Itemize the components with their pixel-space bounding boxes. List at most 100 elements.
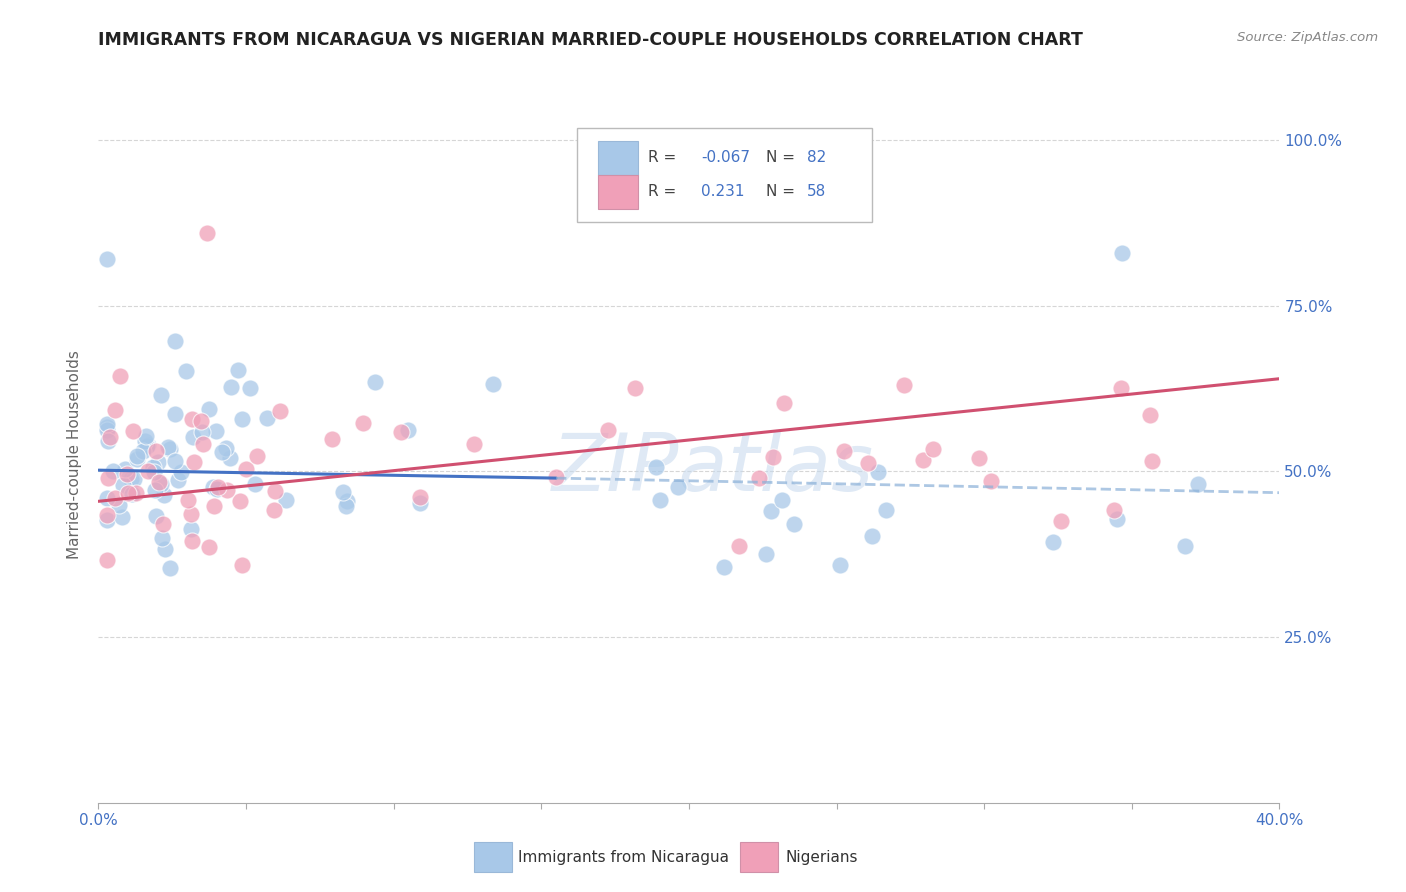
Point [167, 473, 190, 487]
Point [120, 472, 142, 486]
Point [596, 423, 619, 437]
Point [146, 455, 169, 469]
Point [148, 475, 170, 490]
Point [190, 414, 212, 428]
Point [191, 425, 214, 440]
Point [104, 402, 127, 417]
Point [624, 381, 647, 395]
Point [198, 541, 221, 555]
Point [893, 378, 915, 392]
Point [856, 456, 879, 470]
Point [264, 484, 287, 499]
Point [1109, 381, 1132, 395]
Point [159, 442, 181, 457]
Point [152, 516, 174, 531]
Point [115, 467, 138, 481]
Text: Immigrants from Nicaragua: Immigrants from Nicaragua [517, 849, 728, 864]
Point [117, 486, 139, 500]
Point [96, 419, 118, 434]
Point [205, 425, 228, 439]
Point [132, 444, 155, 458]
Point [980, 474, 1002, 488]
Point [142, 459, 165, 474]
Point [969, 451, 991, 466]
Point [97, 471, 120, 485]
Text: -0.067: -0.067 [700, 151, 749, 165]
FancyBboxPatch shape [474, 842, 512, 871]
Point [135, 429, 157, 443]
Point [866, 465, 889, 479]
FancyBboxPatch shape [576, 128, 872, 222]
Point [666, 480, 689, 494]
Point [183, 454, 205, 468]
Point [174, 364, 197, 378]
Point [96, 491, 118, 505]
Point [921, 442, 943, 456]
Point [191, 437, 214, 451]
Point [125, 485, 148, 500]
Point [231, 558, 253, 573]
Point [211, 445, 233, 459]
Point [239, 381, 262, 395]
Point [228, 494, 250, 508]
Point [136, 438, 159, 452]
Point [834, 443, 856, 458]
Point [136, 464, 159, 478]
Point [122, 424, 145, 438]
Point [96, 424, 118, 438]
Point [149, 388, 172, 402]
Point [135, 439, 157, 453]
Point [1107, 511, 1129, 525]
Point [246, 449, 269, 463]
Point [226, 363, 249, 377]
Point [546, 470, 568, 484]
Text: N =: N = [766, 185, 800, 200]
Point [352, 417, 374, 431]
Text: IMMIGRANTS FROM NICARAGUA VS NIGERIAN MARRIED-COUPLE HOUSEHOLDS CORRELATION CHAR: IMMIGRANTS FROM NICARAGUA VS NIGERIAN MA… [98, 31, 1083, 49]
Point [263, 503, 285, 517]
Point [108, 368, 131, 383]
Point [830, 558, 852, 573]
Point [235, 462, 257, 476]
Point [96, 508, 118, 522]
Text: N =: N = [766, 151, 800, 165]
Point [207, 480, 229, 494]
Text: Nigerians: Nigerians [786, 849, 858, 864]
Text: 58: 58 [807, 185, 827, 200]
Point [96, 252, 118, 267]
Y-axis label: Married-couple Households: Married-couple Households [67, 351, 83, 559]
Point [389, 425, 412, 440]
Point [783, 516, 806, 531]
Point [1142, 454, 1164, 468]
Point [121, 487, 143, 501]
Point [169, 466, 191, 480]
Point [122, 472, 145, 486]
FancyBboxPatch shape [598, 175, 638, 209]
Point [96, 513, 118, 527]
Point [1049, 514, 1071, 528]
Text: Source: ZipAtlas.com: Source: ZipAtlas.com [1237, 31, 1378, 45]
Point [142, 466, 165, 480]
Point [163, 454, 186, 468]
Point [770, 493, 793, 508]
Point [195, 226, 218, 240]
Point [177, 493, 200, 508]
Point [108, 498, 131, 512]
Point [396, 423, 419, 437]
Point [125, 450, 148, 464]
Point [336, 494, 359, 508]
Point [198, 401, 221, 416]
Point [256, 410, 278, 425]
Point [409, 496, 432, 510]
Point [181, 534, 204, 549]
Point [761, 450, 783, 464]
Point [145, 508, 167, 523]
Point [215, 441, 238, 455]
Point [143, 483, 166, 498]
Text: R =: R = [648, 151, 681, 165]
Point [180, 522, 202, 536]
Point [748, 471, 770, 485]
Point [98, 429, 121, 443]
Point [181, 412, 204, 426]
Point [276, 493, 298, 508]
